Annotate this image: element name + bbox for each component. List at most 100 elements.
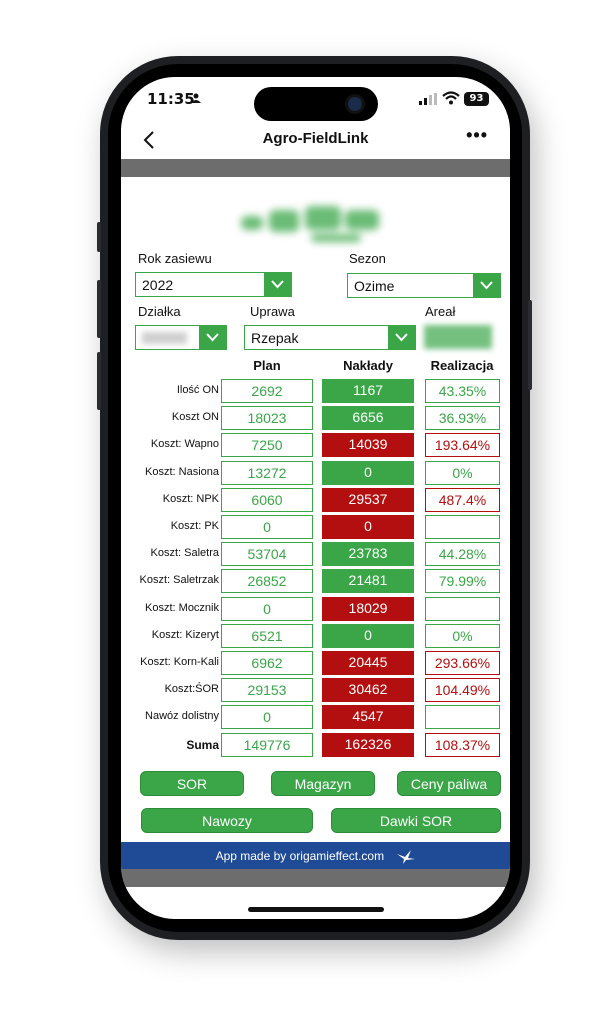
footer-credit[interactable]: App made by origamieffect.com [121, 842, 510, 870]
header-naklady: Nakłady [343, 358, 393, 373]
signal-icon [419, 93, 437, 105]
realizacja-cell [425, 596, 500, 621]
screen: 11:35 93 Agro-FieldLink ••• Rok zasie [121, 77, 510, 919]
top-divider-bar [121, 159, 510, 177]
rok-label: Rok zasiewu [138, 251, 212, 266]
row-label: Koszt: Kizeryt [151, 628, 219, 641]
rok-select[interactable]: 2022 [135, 272, 292, 297]
realizacja-cell: 43.35% [425, 379, 500, 403]
naklady-cell: 4547 [322, 705, 414, 730]
header-plan: Plan [253, 358, 281, 373]
row-label: Nawóz dolistny [145, 710, 219, 723]
dzialka-blurred-value [142, 332, 187, 344]
back-icon[interactable] [143, 130, 155, 150]
uprawa-value: Rzepak [251, 330, 299, 346]
blurred-logo [231, 202, 391, 247]
camera-icon [345, 94, 365, 114]
plan-cell: 53704 [221, 542, 313, 567]
plan-cell: 2692 [221, 379, 313, 403]
row-label: Koszt: NPK [162, 492, 219, 505]
naklady-cell: 20445 [322, 651, 414, 675]
realizacja-cell [425, 515, 500, 539]
realizacja-cell: 193.64% [425, 433, 500, 458]
realizacja-cell: 79.99% [425, 569, 500, 594]
row-label: Koszt: Nasiona [145, 465, 219, 478]
status-time: 11:35 [147, 90, 195, 108]
app-title: Agro-FieldLink [262, 130, 369, 147]
uprawa-label: Uprawa [250, 304, 295, 319]
row-label: Koszt: PK [170, 520, 219, 532]
naklady-cell: 0 [322, 515, 414, 539]
row-label: Koszt:ŚOR [164, 683, 219, 696]
magazyn-button[interactable]: Magazyn [271, 771, 375, 796]
areal-label: Areał [425, 304, 456, 319]
naklady-cell: 0 [322, 623, 414, 648]
chevron-down-icon [264, 273, 291, 296]
side-button-silent [97, 222, 101, 252]
plan-cell: 6521 [221, 623, 313, 648]
naklady-cell: 14039 [322, 433, 414, 458]
footer-text: App made by origamieffect.com [215, 849, 385, 863]
realizacja-cell: 0% [425, 460, 500, 485]
sezon-label: Sezon [349, 251, 386, 266]
side-button-power [528, 300, 532, 390]
plan-cell: 0 [221, 705, 313, 730]
ceny-paliwa-button[interactable]: Ceny paliwa [397, 771, 501, 796]
chevron-down-icon [473, 274, 500, 297]
naklady-cell: 1167 [322, 379, 414, 403]
plan-cell: 18023 [221, 406, 313, 431]
naklady-cell: 0 [322, 460, 414, 485]
plan-cell: 7250 [221, 433, 313, 458]
naklady-cell: 18029 [322, 596, 414, 621]
home-indicator[interactable] [248, 907, 384, 912]
naklady-cell: 30462 [322, 678, 414, 703]
side-button-volume-up [97, 280, 101, 338]
battery-icon: 93 [464, 92, 489, 106]
plan-cell: 29153 [221, 678, 313, 703]
person-icon [191, 93, 201, 103]
row-label: Ilość ON [176, 384, 219, 396]
dawki-sor-button[interactable]: Dawki SOR [331, 808, 501, 833]
areal-blurred-value [424, 325, 492, 349]
row-label: Koszt ON [171, 411, 219, 424]
realizacja-cell: 108.37% [425, 732, 500, 757]
row-label: Koszt: Wapno [150, 438, 219, 451]
uprawa-select[interactable]: Rzepak [244, 325, 416, 350]
realizacja-cell: 36.93% [425, 406, 500, 431]
plan-cell: 6962 [221, 651, 313, 675]
plan-cell: 26852 [221, 569, 313, 594]
chevron-down-icon [388, 326, 415, 349]
nawozy-button[interactable]: Nawozy [141, 808, 313, 833]
naklady-cell: 29537 [322, 487, 414, 512]
naklady-cell: 23783 [322, 542, 414, 567]
status-bar: 11:35 93 [121, 77, 510, 121]
origami-bird-icon [397, 849, 416, 864]
wifi-icon [442, 91, 460, 105]
header-realizacja: Realizacja [430, 358, 494, 373]
rok-value: 2022 [142, 277, 174, 293]
realizacja-cell: 0% [425, 623, 500, 648]
plan-cell: 0 [221, 596, 313, 621]
more-icon[interactable]: ••• [466, 125, 488, 145]
realizacja-cell [425, 705, 500, 730]
row-label: Koszt: Saletrzak [139, 574, 219, 587]
row-label: Koszt: Mocznik [145, 601, 219, 614]
realizacja-cell: 293.66% [425, 651, 500, 675]
plan-cell: 13272 [221, 460, 313, 485]
realizacja-cell: 487.4% [425, 487, 500, 512]
side-button-volume-down [97, 352, 101, 410]
dzialka-select[interactable] [135, 325, 227, 350]
sezon-value: Ozime [354, 278, 395, 294]
chevron-down-icon [199, 326, 226, 349]
naklady-cell: 162326 [322, 732, 414, 757]
row-label: Koszt: Korn-Kali [140, 656, 219, 668]
sor-button[interactable]: SOR [140, 771, 244, 796]
nav-bar: Agro-FieldLink ••• [121, 121, 510, 159]
dzialka-label: Działka [138, 304, 181, 319]
plan-cell: 149776 [221, 732, 313, 757]
bottom-divider-bar [121, 869, 510, 887]
row-label: Koszt: Saletra [150, 547, 219, 560]
row-label: Suma [186, 737, 219, 752]
sezon-select[interactable]: Ozime [347, 273, 501, 298]
plan-cell: 0 [221, 515, 313, 539]
